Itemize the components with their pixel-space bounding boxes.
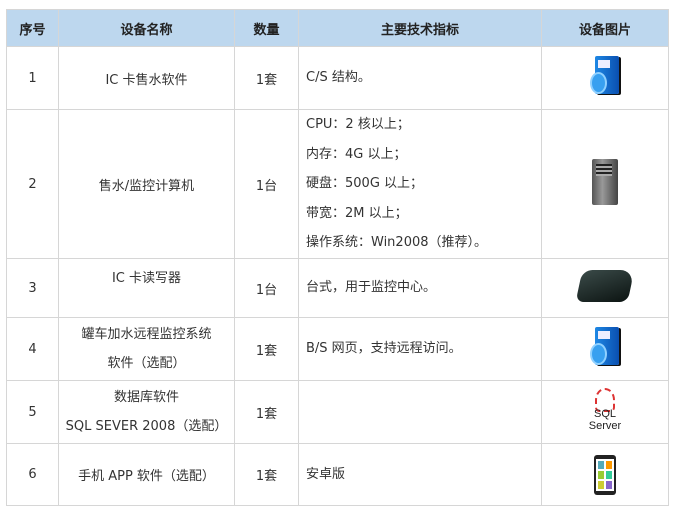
row-name: 手机 APP 软件（选配） <box>58 443 235 506</box>
row-qty: 1套 <box>234 380 299 444</box>
row-spec <box>298 380 542 444</box>
table-row: 3 IC 卡读写器 1台 台式，用于监控中心。 <box>6 258 669 318</box>
row-name: IC 卡售水软件 <box>58 46 235 110</box>
row-spec: 台式，用于监控中心。 <box>298 258 542 318</box>
header-spec: 主要技术指标 <box>298 9 542 47</box>
row-spec: CPU：2 核以上； 内存：4G 以上； 硬盘：500G 以上； 带宽：2M 以上；操… <box>298 109 542 259</box>
row-image <box>541 317 669 381</box>
row-no: 6 <box>6 443 59 506</box>
row-image <box>541 46 669 110</box>
row-qty: 1台 <box>234 258 299 318</box>
software-box-icon <box>590 327 620 367</box>
row-name: 售水/监控计算机 <box>58 109 235 259</box>
smartphone-icon <box>594 454 616 495</box>
table-row: 5 数据库软件 SQL SEVER 2008（选配） 1套 SQL Server <box>6 380 669 444</box>
header-name: 设备名称 <box>58 9 235 47</box>
row-qty: 1套 <box>234 46 299 110</box>
row-spec: C/S 结构。 <box>298 46 542 110</box>
row-no: 5 <box>6 380 59 444</box>
software-box-icon <box>590 56 620 96</box>
row-spec: B/S 网页，支持远程访问。 <box>298 317 542 381</box>
table-row: 4 罐车加水远程监控系统 软件（选配） 1套 B/S 网页，支持远程访问。 <box>6 317 669 381</box>
row-no: 1 <box>6 46 59 110</box>
sql-server-logo: SQL Server <box>577 388 633 432</box>
row-spec: 安卓版 <box>298 443 542 506</box>
card-reader-icon <box>575 270 635 302</box>
header-no: 序号 <box>6 9 59 47</box>
row-no: 4 <box>6 317 59 381</box>
row-name: IC 卡读写器 <box>58 258 235 318</box>
table-row: 6 手机 APP 软件（选配） 1套 安卓版 <box>6 443 669 506</box>
row-image <box>541 443 669 506</box>
row-image <box>541 258 669 318</box>
header-row: 序号 设备名称 数量 主要技术指标 设备图片 <box>6 9 669 47</box>
table-row: 1 IC 卡售水软件 1套 C/S 结构。 <box>6 46 669 110</box>
row-qty: 1套 <box>234 443 299 506</box>
row-image <box>541 109 669 259</box>
header-qty: 数量 <box>234 9 299 47</box>
header-image: 设备图片 <box>541 9 669 47</box>
equipment-table: 序号 设备名称 数量 主要技术指标 设备图片 1 IC 卡售水软件 1套 C/S… <box>6 9 669 506</box>
row-no: 2 <box>6 109 59 259</box>
row-image: SQL Server <box>541 380 669 444</box>
server-tower-icon <box>592 159 618 205</box>
row-name: 数据库软件 SQL SEVER 2008（选配） <box>58 380 235 444</box>
row-qty: 1套 <box>234 317 299 381</box>
table-row: 2 售水/监控计算机 1台 CPU：2 核以上； 内存：4G 以上； 硬盘：500G… <box>6 109 669 259</box>
row-name: 罐车加水远程监控系统 软件（选配） <box>58 317 235 381</box>
row-no: 3 <box>6 258 59 318</box>
row-qty: 1台 <box>234 109 299 259</box>
